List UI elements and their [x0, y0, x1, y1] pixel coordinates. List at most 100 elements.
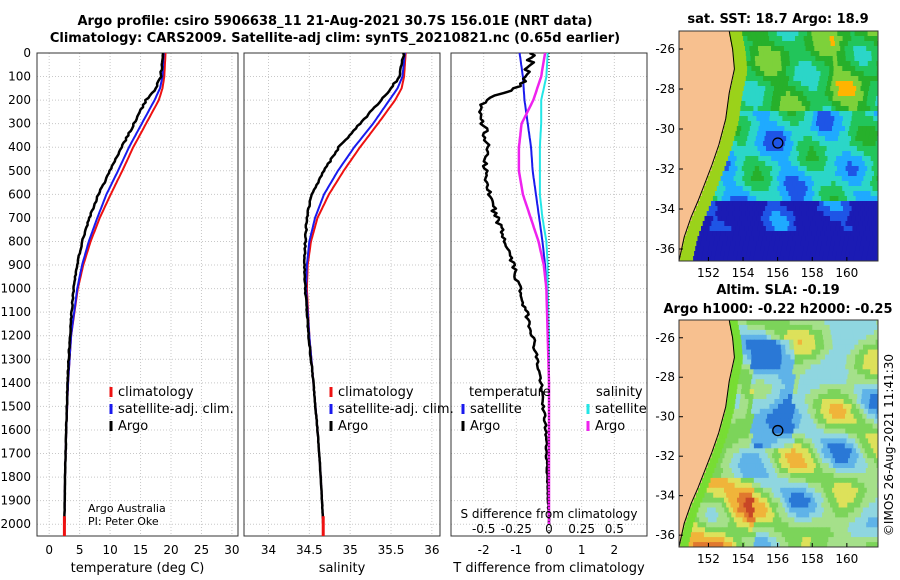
sla-field-cell	[777, 532, 783, 538]
sla-field-cell	[735, 399, 741, 405]
sla-field-cell	[801, 477, 807, 484]
sla-field-cell	[797, 428, 803, 435]
sla-field-cell	[813, 512, 819, 518]
sla-field-cell	[817, 502, 822, 509]
sst-field-cell	[769, 116, 775, 122]
sla-field-cell	[810, 522, 815, 528]
sst-field-cell	[831, 181, 837, 187]
sla-field-cell	[852, 394, 858, 400]
sla-field-cell	[792, 334, 798, 341]
sla-field-cell	[876, 354, 878, 360]
sla-field-cell	[874, 512, 878, 518]
sla-field-cell	[680, 542, 685, 547]
sla-field-cell	[753, 477, 759, 484]
sla-field-cell	[687, 527, 693, 533]
sst-field-cell	[767, 51, 773, 57]
sst-field-cell	[833, 246, 839, 252]
sst-field-cell	[682, 246, 688, 252]
sla-field-cell	[862, 497, 868, 504]
sla-field-cell	[730, 502, 736, 509]
sst-field-cell	[793, 126, 798, 132]
sst-field-cell	[866, 191, 872, 197]
sst-field-cell	[775, 106, 780, 112]
sla-field-cell	[773, 492, 779, 499]
figure-title-line1: Argo profile: csiro 5906638_11 21-Aug-20…	[77, 14, 593, 29]
sla-field-cell	[820, 438, 826, 444]
sst-field-cell	[841, 31, 847, 37]
sla-field-cell	[820, 408, 826, 415]
sla-field-cell	[757, 512, 763, 518]
sla-field-cell	[859, 379, 865, 385]
sst-field-cell	[716, 151, 722, 157]
sst-field-cell	[797, 211, 803, 217]
sst-field-cell	[848, 46, 854, 52]
sst-field-cell	[835, 171, 840, 177]
sst-field-cell	[742, 71, 748, 77]
sla-field-cell	[733, 344, 739, 351]
sla-field-cell	[731, 394, 737, 400]
sla-field-cell	[854, 428, 859, 435]
sla-field-cell	[806, 364, 812, 370]
sla-field-cell	[741, 507, 747, 513]
sla-field-cell	[874, 334, 878, 341]
sst-field-cell	[716, 246, 722, 252]
sst-field-cell	[751, 186, 757, 192]
sst-field-cell	[761, 241, 767, 247]
sst-field-cell	[766, 46, 772, 52]
sla-field-cell	[739, 527, 745, 533]
sla-field-cell	[850, 517, 856, 523]
sla-field-cell	[807, 517, 813, 523]
sst-field-cell	[791, 241, 797, 247]
sla-field-cell	[781, 473, 787, 479]
sla-field-cell	[779, 334, 785, 341]
sst-field-cell	[855, 151, 861, 157]
sla-field-cell	[822, 418, 827, 425]
sst-field-cell	[798, 71, 804, 77]
sst-field-cell	[736, 256, 742, 261]
temperature-xtick-label: 30	[224, 543, 239, 557]
sla-field-cell	[789, 384, 795, 390]
sla-field-cell	[798, 517, 804, 523]
sla-field-cell	[771, 334, 776, 341]
sst-field-cell	[825, 206, 831, 212]
sla-field-cell	[824, 344, 829, 351]
sla-field-cell	[782, 374, 788, 380]
sla-field-cell	[823, 389, 829, 395]
sla-field-cell	[817, 374, 823, 380]
sla-field-cell	[724, 537, 730, 543]
sla-field-cell	[772, 320, 778, 326]
sla-field-cell	[723, 542, 729, 547]
sst-field-cell	[749, 236, 755, 242]
sla-field-cell	[765, 399, 771, 405]
sst-field-cell	[829, 246, 835, 252]
sla-field-cell	[769, 374, 775, 380]
sla-field-cell	[829, 403, 835, 410]
sst-field-cell	[831, 191, 837, 197]
sla-field-cell	[770, 394, 776, 400]
sst-field-cell	[756, 116, 762, 122]
sst-field-cell	[731, 106, 737, 112]
sst-field-cell	[809, 146, 815, 152]
sst-field-cell	[800, 146, 806, 152]
sla-field-cell	[830, 329, 836, 336]
sst-field-cell	[873, 206, 878, 212]
sst-field-cell	[787, 226, 793, 232]
sst-field-cell	[754, 56, 760, 62]
sla-field-cell	[746, 517, 752, 523]
sst-field-cell	[729, 186, 735, 192]
sla-field-cell	[858, 364, 864, 370]
sla-field-cell	[731, 468, 737, 474]
sla-field-cell	[741, 384, 747, 390]
sst-field-cell	[743, 86, 749, 92]
sst-field-cell	[845, 96, 851, 102]
sst-field-cell	[690, 231, 696, 237]
sla-field-cell	[851, 403, 857, 410]
sst-field-cell	[814, 101, 820, 107]
sla-field-cell	[875, 413, 878, 420]
sla-field-cell	[788, 497, 794, 504]
sst-field-cell	[787, 241, 793, 247]
sst-field-cell	[824, 31, 830, 37]
sst-field-cell	[750, 176, 756, 182]
sst-field-cell	[769, 206, 775, 212]
sst-field-cell	[732, 211, 738, 217]
